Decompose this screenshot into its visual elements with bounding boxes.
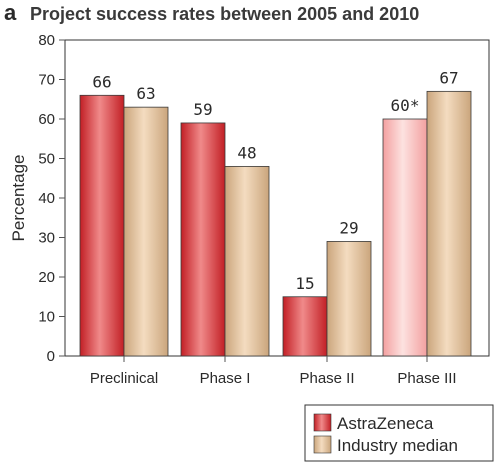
value-labels: 66 63 59 48 15 29 60* 67 xyxy=(92,68,458,292)
x-tick-label: Phase III xyxy=(397,370,456,387)
legend-swatch-industry xyxy=(313,435,332,454)
legend-frame xyxy=(304,404,494,462)
x-axis: Preclinical Phase I Phase II Phase III xyxy=(90,356,457,387)
legend-swatch-astrazeneca xyxy=(313,413,332,432)
value-label: 29 xyxy=(339,218,358,237)
value-label: 60* xyxy=(391,96,420,115)
x-tick-label: Preclinical xyxy=(90,370,158,387)
legend: AstraZeneca Industry median xyxy=(304,404,494,462)
legend-label-industry: Industry median xyxy=(337,436,458,455)
value-label: 48 xyxy=(237,143,256,162)
bars xyxy=(79,90,472,357)
value-label: 66 xyxy=(92,72,111,91)
value-label: 59 xyxy=(193,100,212,119)
bar-astrazeneca xyxy=(382,118,428,357)
value-label: 67 xyxy=(439,68,458,87)
x-tick-label: Phase II xyxy=(299,370,354,387)
y-tick-label: 40 xyxy=(38,190,55,207)
y-tick-label: 60 xyxy=(38,111,55,128)
bar-industry-median xyxy=(123,106,169,357)
chart-title: Project success rates between 2005 and 2… xyxy=(30,4,419,24)
y-tick-label: 10 xyxy=(38,309,55,326)
legend-label-astrazeneca: AstraZeneca xyxy=(337,414,434,433)
bar-astrazeneca xyxy=(79,94,125,357)
y-tick-label: 80 xyxy=(38,32,55,49)
y-tick-label: 50 xyxy=(38,151,55,168)
bar-industry-median xyxy=(426,90,472,357)
y-axis: 0 10 20 30 40 50 60 70 80 xyxy=(38,32,65,365)
y-tick-label: 70 xyxy=(38,72,55,89)
y-tick-label: 30 xyxy=(38,230,55,247)
y-tick-label: 20 xyxy=(38,269,55,286)
bar-astrazeneca xyxy=(180,122,226,357)
bar-industry-median xyxy=(326,241,372,357)
bar-industry-median xyxy=(224,165,270,357)
value-label: 15 xyxy=(295,274,314,293)
value-label: 63 xyxy=(136,84,155,103)
x-tick-label: Phase I xyxy=(200,370,251,387)
y-tick-label: 0 xyxy=(47,348,55,365)
y-axis-title: Percentage xyxy=(9,155,28,242)
panel-letter: a xyxy=(4,0,17,25)
bar-astrazeneca xyxy=(282,296,328,357)
